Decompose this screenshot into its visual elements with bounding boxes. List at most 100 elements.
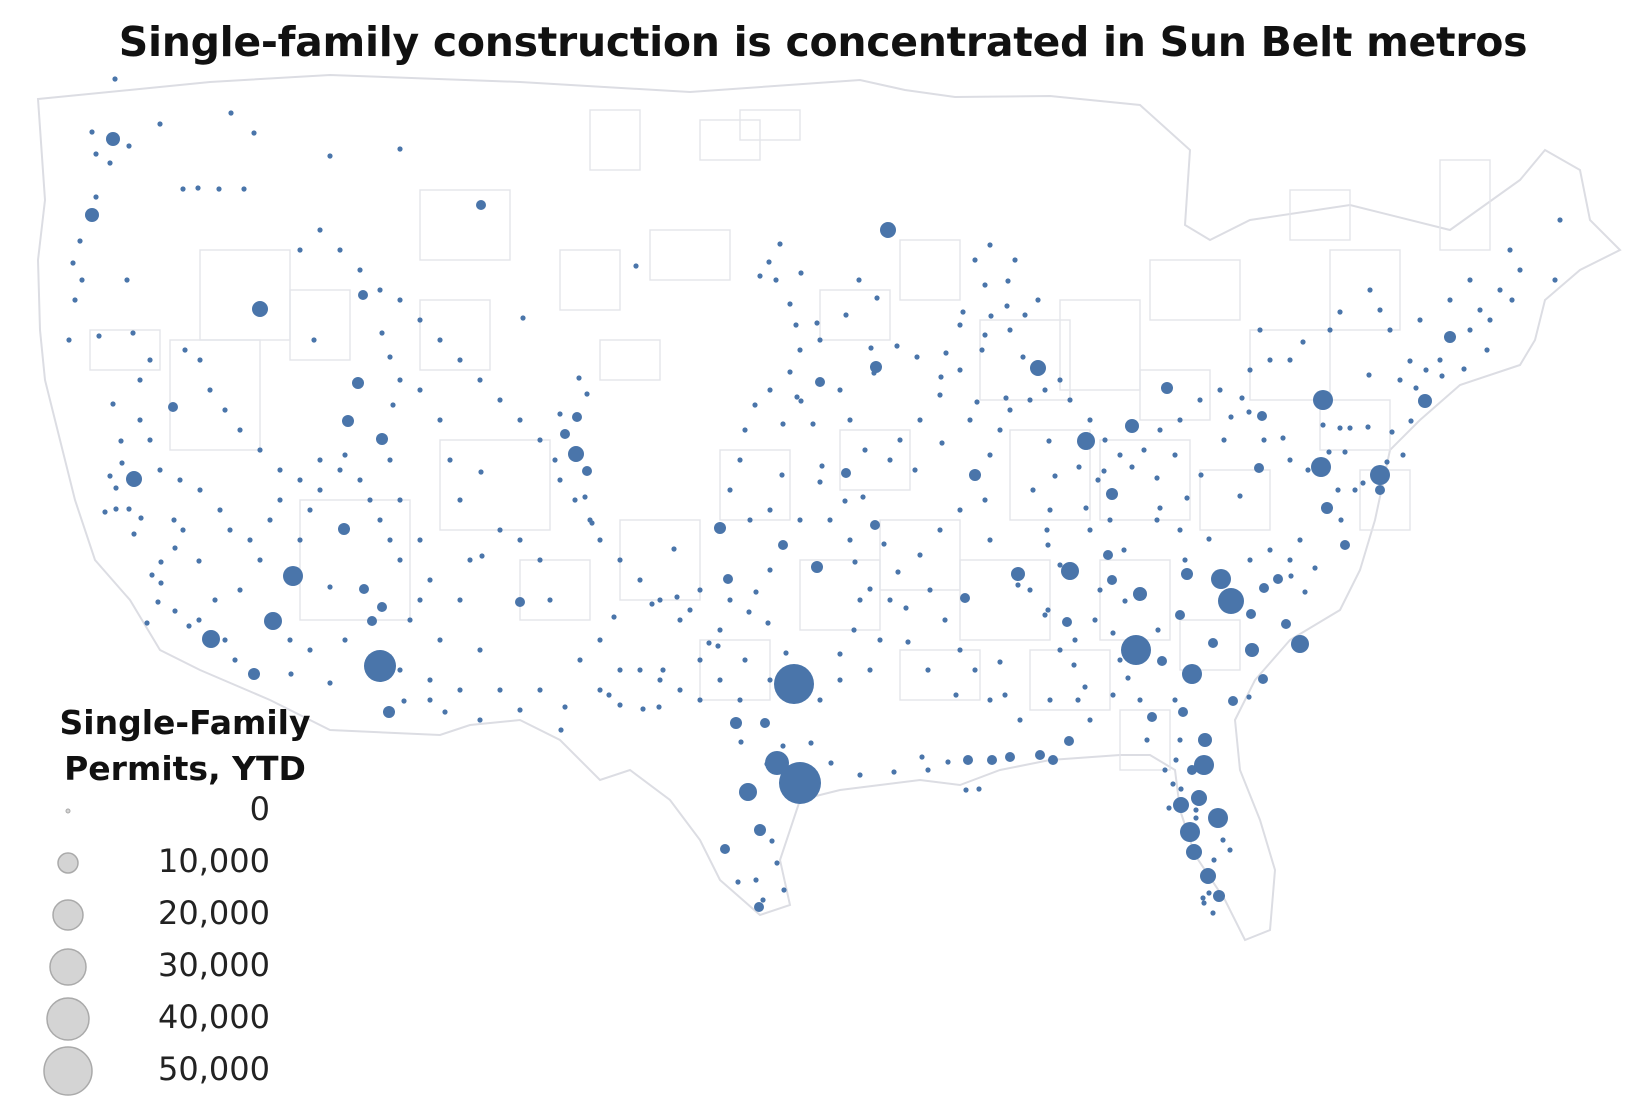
permit-bubble (1071, 662, 1077, 668)
permit-bubble (138, 515, 144, 521)
permit-bubble (317, 227, 323, 233)
metro-boundary (1289, 189, 1351, 241)
permit-bubble (1206, 890, 1212, 896)
permit-bubble (773, 277, 779, 283)
permit-bubble (1177, 737, 1183, 743)
permit-bubble (1154, 517, 1160, 523)
permit-bubble (237, 427, 243, 433)
permit-bubble (841, 468, 851, 478)
permit-bubble (1200, 868, 1216, 884)
legend-title: Single-Family Permits, YTD (20, 700, 350, 792)
permit-bubble (237, 587, 243, 593)
permit-bubble (1007, 327, 1013, 333)
permit-bubble (1206, 536, 1212, 542)
permit-bubble (794, 394, 800, 400)
permit-bubble (497, 397, 503, 403)
permit-bubble (617, 702, 623, 708)
permit-bubble (1261, 437, 1267, 443)
permit-bubble (1191, 790, 1207, 806)
legend-item-0: 0 (40, 785, 300, 837)
permit-bubble (969, 469, 981, 481)
permit-bubble (252, 301, 268, 317)
permit-bubble (264, 612, 282, 630)
permit-bubble (364, 650, 396, 682)
permit-bubble (1384, 459, 1390, 465)
permit-bubble (1067, 397, 1073, 403)
permit-bubble (342, 452, 348, 458)
permit-bubble (1157, 656, 1167, 666)
metro-boundary (1059, 299, 1141, 391)
permit-bubble (397, 667, 403, 673)
permit-bubble (919, 754, 925, 760)
permit-bubble (287, 637, 293, 643)
permit-bubble (197, 357, 203, 363)
permit-bubble (131, 531, 137, 537)
permit-bubble (1417, 317, 1423, 323)
permit-bubble (847, 537, 853, 543)
legend-label: 20,000 (158, 894, 270, 932)
permit-bubble (828, 760, 834, 766)
permit-bubble (1035, 297, 1041, 303)
permit-bubble (677, 687, 683, 693)
permit-bubble (798, 398, 804, 404)
permit-bubble (1147, 712, 1157, 722)
us-map (36, 73, 1622, 942)
permit-bubble (297, 537, 303, 543)
permit-bubble (1137, 697, 1143, 703)
permit-bubble (376, 433, 388, 445)
permit-bubble (1007, 407, 1013, 413)
permit-bubble (327, 680, 333, 686)
permit-bubble (746, 609, 752, 615)
permit-bubble (640, 706, 646, 712)
permit-bubble (862, 447, 868, 453)
permit-bubble (1389, 429, 1395, 435)
permit-bubble (1247, 557, 1253, 563)
permit-bubble (437, 637, 443, 643)
permit-bubble (1103, 550, 1113, 560)
permit-bubble (1313, 390, 1333, 410)
permit-bubble (397, 497, 403, 503)
permit-bubble (1408, 418, 1414, 424)
permit-bubble (1366, 372, 1372, 378)
legend-label: 30,000 (158, 946, 270, 984)
permit-bubble (827, 517, 833, 523)
permit-bubble (227, 527, 233, 533)
permit-bubble (1267, 357, 1273, 363)
metro-boundary (1439, 159, 1491, 251)
permit-bubble (106, 132, 120, 146)
metro-boundary (1119, 709, 1171, 771)
permit-bubble (537, 687, 543, 693)
permit-bubble (195, 185, 201, 191)
permit-bubble (247, 537, 253, 543)
permit-bubble (1509, 297, 1515, 303)
permit-bubble (1237, 493, 1243, 499)
permit-bubble (552, 457, 558, 463)
permit-bubble (560, 429, 570, 439)
permit-bubble (1087, 417, 1093, 423)
permit-bubble (1320, 422, 1326, 428)
permit-bubble (180, 527, 186, 533)
permit-bubble (337, 247, 343, 253)
permit-bubble (1082, 684, 1088, 690)
permit-bubble (1257, 327, 1263, 333)
permit-bubble (617, 557, 623, 563)
permit-bubble (379, 330, 385, 336)
permit-bubble (1186, 844, 1202, 860)
permit-bubble (1125, 419, 1139, 433)
permit-bubble (737, 457, 743, 463)
permit-bubble (925, 767, 931, 773)
permit-bubble (1129, 464, 1135, 470)
permit-bubble (807, 687, 813, 693)
permit-bubble (257, 557, 263, 563)
permit-bubble (1439, 373, 1445, 379)
permit-bubble (1005, 278, 1011, 284)
permit-bubble (842, 498, 848, 504)
permit-bubble (182, 347, 188, 353)
permit-bubble (1201, 900, 1207, 906)
permit-bubble (856, 277, 862, 283)
permit-bubble (674, 594, 680, 600)
permit-bubble (1057, 647, 1063, 653)
permit-bubble (671, 546, 677, 552)
permit-bubble (457, 597, 463, 603)
permit-bubble (715, 643, 721, 649)
